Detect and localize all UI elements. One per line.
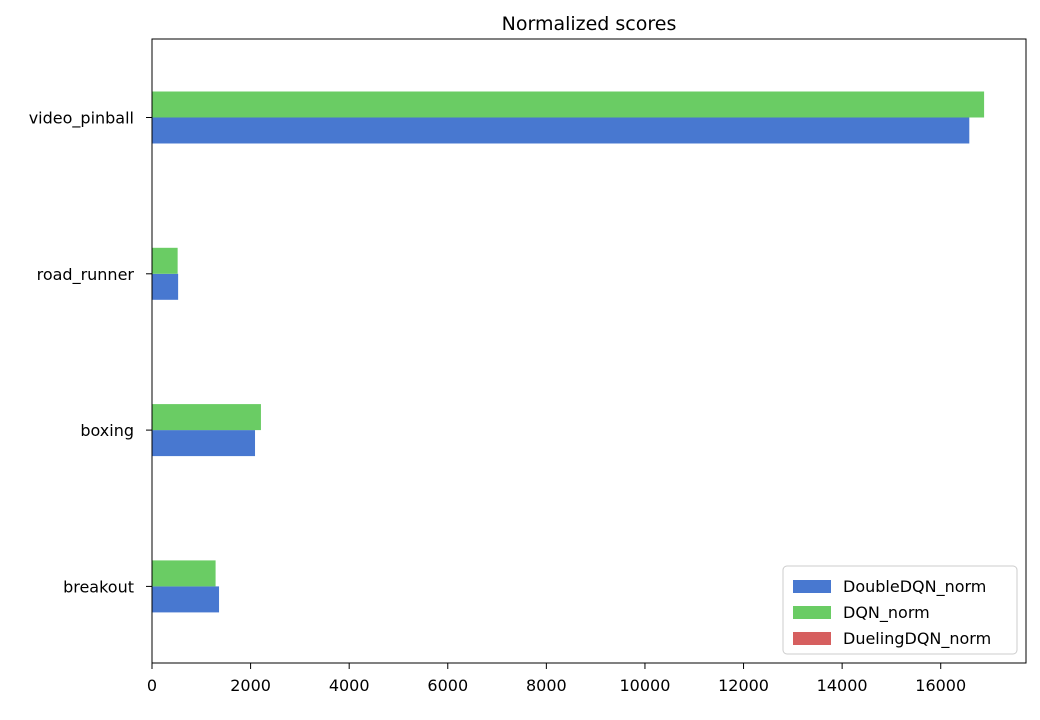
x-tick-label: 6000 xyxy=(427,676,468,695)
bars-layer xyxy=(152,91,985,613)
x-tick-label: 0 xyxy=(147,676,157,695)
bar-DoubleDQN_norm-video_pinball xyxy=(152,117,970,144)
y-tick-label-boxing: boxing xyxy=(80,421,134,440)
bar-DoubleDQN_norm-breakout xyxy=(152,586,220,613)
legend-label-DoubleDQN_norm: DoubleDQN_norm xyxy=(843,577,986,597)
bar-DoubleDQN_norm-boxing xyxy=(152,430,256,457)
x-tick-label: 12000 xyxy=(718,676,769,695)
y-tick-label-road_runner: road_runner xyxy=(37,265,135,285)
legend-swatch-DQN_norm xyxy=(793,606,831,619)
x-axis: 0 2000 4000 6000 8000 10000 12000 14000 16000 xyxy=(147,663,966,695)
bar-DoubleDQN_norm-road_runner xyxy=(152,273,179,300)
x-tick-label: 10000 xyxy=(619,676,670,695)
bar-DQN_norm-breakout xyxy=(152,560,216,587)
y-tick-label-video_pinball: video_pinball xyxy=(29,109,134,129)
legend: DoubleDQN_norm DQN_norm DuelingDQN_norm xyxy=(782,565,1018,655)
chart-title: Normalized scores xyxy=(502,13,677,35)
bar-DQN_norm-boxing xyxy=(152,404,261,431)
x-tick-label: 2000 xyxy=(230,676,271,695)
legend-swatch-DuelingDQN_norm xyxy=(793,632,831,645)
legend-swatch-DoubleDQN_norm xyxy=(793,580,831,593)
x-tick-label: 16000 xyxy=(915,676,966,695)
y-tick-label-breakout: breakout xyxy=(63,577,134,596)
legend-box xyxy=(782,565,1018,655)
x-tick-label: 14000 xyxy=(817,676,868,695)
legend-label-DQN_norm: DQN_norm xyxy=(843,603,930,623)
plot-frame xyxy=(151,38,1027,664)
x-tick-label: 4000 xyxy=(329,676,370,695)
bar-DQN_norm-road_runner xyxy=(152,247,178,274)
bar-DQN_norm-video_pinball xyxy=(152,91,985,118)
legend-label-DuelingDQN_norm: DuelingDQN_norm xyxy=(843,629,991,649)
x-tick-label: 8000 xyxy=(526,676,567,695)
